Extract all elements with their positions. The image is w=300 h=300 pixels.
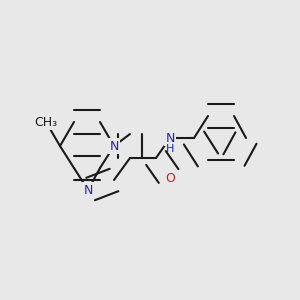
Text: N: N (83, 184, 93, 196)
Text: N: N (165, 131, 175, 145)
Text: O: O (165, 172, 175, 184)
Text: CH₃: CH₃ (34, 116, 58, 128)
Text: H: H (166, 144, 174, 154)
Text: N: N (109, 140, 119, 152)
